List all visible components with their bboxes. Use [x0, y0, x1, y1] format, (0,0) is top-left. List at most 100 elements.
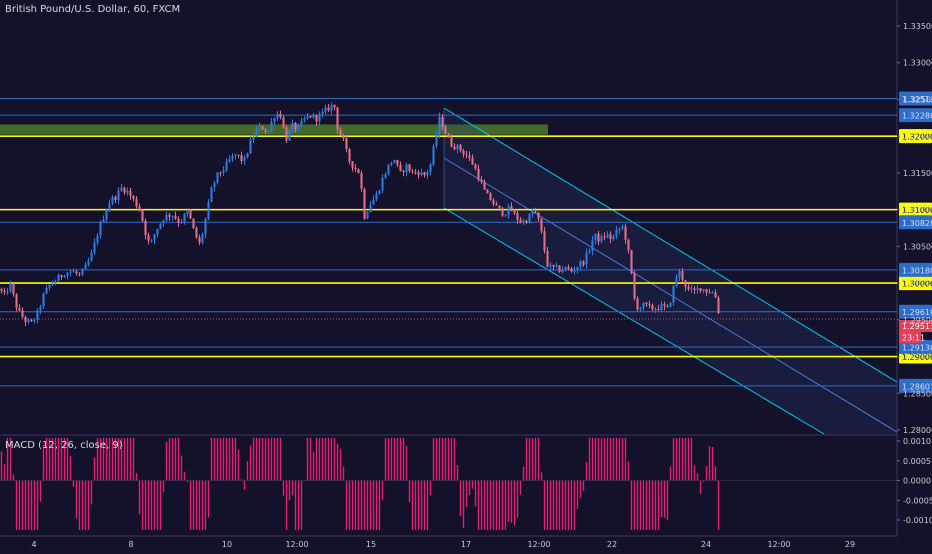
candle-body: [594, 233, 597, 241]
candle-body: [42, 293, 45, 307]
candle-body: [705, 289, 708, 293]
price-tick-label: 1.32500: [903, 95, 932, 104]
time-tick-label: 12:00: [767, 540, 790, 549]
candle-body: [129, 190, 132, 196]
candle-body: [6, 291, 9, 293]
price-tick-label: 1.28500: [903, 389, 932, 398]
candle-body: [246, 153, 249, 158]
candle-body: [276, 113, 279, 119]
candle-body: [78, 273, 81, 275]
candle-body: [0, 288, 3, 291]
level-label: 1.29130: [902, 343, 932, 352]
candle-body: [420, 172, 423, 175]
level-label: 1.30828: [902, 219, 932, 228]
candle-body: [591, 240, 594, 252]
candle-body: [318, 113, 321, 122]
candle-body: [510, 206, 513, 211]
candle-body: [222, 170, 225, 173]
price-tick-label: 1.33000: [903, 59, 932, 68]
candle-body: [306, 116, 309, 119]
candle-body: [651, 304, 654, 310]
candle-body: [174, 215, 177, 219]
candle-body: [240, 155, 243, 161]
candle-body: [354, 167, 357, 170]
candle-body: [438, 116, 441, 135]
candle-body: [258, 126, 261, 129]
candle-body: [33, 320, 36, 322]
candle-body: [645, 302, 648, 305]
level-label: 1.29000: [902, 353, 932, 362]
candle-body: [384, 174, 387, 178]
candle-body: [441, 116, 444, 127]
candle-body: [381, 177, 384, 191]
candle-body: [654, 309, 657, 311]
candle-body: [696, 288, 699, 291]
macd-tick-label: 0.0005: [903, 457, 931, 466]
candle-body: [228, 159, 231, 162]
candle-body: [144, 220, 147, 236]
candle-body: [291, 122, 294, 130]
candle-body: [687, 286, 690, 290]
candle-body: [186, 210, 189, 215]
candle-body: [234, 154, 237, 156]
candle-body: [681, 271, 684, 281]
candle-body: [531, 211, 534, 214]
candle-body: [312, 114, 315, 118]
candle-body: [372, 199, 375, 205]
candle-body: [309, 116, 312, 118]
candle-body: [288, 129, 291, 141]
candle-body: [219, 172, 222, 174]
candle-body: [489, 193, 492, 201]
time-tick-label: 8: [128, 540, 133, 549]
candle-body: [543, 231, 546, 251]
candle-body: [432, 145, 435, 165]
candle-body: [648, 304, 651, 306]
candle-body: [639, 307, 642, 310]
candle-body: [45, 287, 48, 294]
supply-zone: [0, 124, 548, 135]
candle-body: [285, 127, 288, 141]
candle-body: [624, 226, 627, 240]
candle-body: [81, 269, 84, 275]
level-label: 1.30180: [902, 266, 932, 275]
candle-body: [600, 236, 603, 242]
candle-body: [405, 164, 408, 173]
candle-body: [324, 107, 327, 112]
time-tick-label: 29: [845, 540, 855, 549]
candle-body: [177, 218, 180, 223]
candle-body: [456, 144, 459, 149]
candle-body: [180, 222, 183, 224]
candle-body: [114, 196, 117, 201]
candle-body: [75, 271, 78, 274]
candle-body: [108, 203, 111, 212]
candle-body: [549, 264, 552, 267]
candle-body: [465, 154, 468, 156]
candle-body: [621, 226, 624, 229]
candle-body: [387, 164, 390, 175]
candle-body: [636, 298, 639, 310]
price-tick-label: 1.30000: [903, 279, 932, 288]
candle-body: [363, 188, 366, 219]
candle-body: [93, 242, 96, 253]
level-tag: [899, 215, 932, 230]
candle-body: [423, 172, 426, 176]
candle-body: [336, 107, 339, 130]
candle-body: [507, 206, 510, 215]
candle-body: [72, 271, 75, 273]
candle-body: [606, 234, 609, 238]
candle-body: [570, 268, 573, 272]
candle-body: [27, 319, 30, 323]
candle-body: [54, 281, 57, 284]
candle-body: [273, 118, 276, 122]
candle-body: [483, 181, 486, 190]
candle-body: [348, 148, 351, 162]
candle-body: [141, 210, 144, 221]
candle-body: [495, 203, 498, 206]
level-tag: [899, 129, 932, 144]
candle-body: [462, 150, 465, 155]
candle-body: [69, 271, 72, 273]
candle-body: [585, 252, 588, 265]
candle-body: [210, 187, 213, 202]
